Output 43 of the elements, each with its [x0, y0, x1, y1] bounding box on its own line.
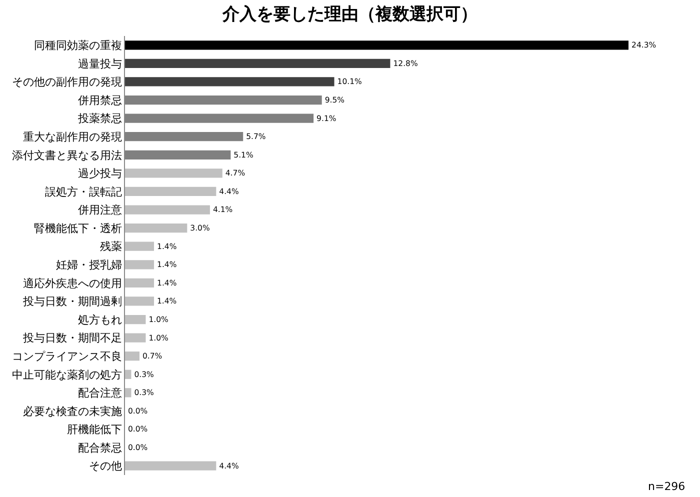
y-tick-label: 誤処方・誤転記: [44, 185, 122, 198]
bar: [125, 278, 154, 288]
y-tick-label: コンプライアンス不良: [12, 350, 122, 363]
y-tick-label: 適応外疾患への使用: [22, 276, 122, 290]
y-tick-label: 併用禁忌: [78, 94, 122, 107]
y-tick-label: 必要な検査の未実施: [22, 404, 122, 418]
y-tick-label: 併用注意: [78, 204, 122, 217]
bar: [125, 333, 146, 342]
bar: [125, 205, 210, 214]
y-tick-label: 同種同効薬の重複: [34, 39, 122, 52]
y-tick-label: 配合注意: [78, 386, 122, 400]
y-tick-label: その他: [88, 460, 122, 473]
y-tick-label: 投与日数・期間過剰: [22, 295, 122, 308]
y-tick-label: 腎機能低下・透析: [34, 222, 122, 235]
y-tick-label: 肝機能低下: [66, 423, 122, 436]
chart-title: 介入を要した理由（複数選択可）: [222, 4, 478, 24]
bar: [125, 168, 222, 178]
bar: [125, 40, 628, 50]
bar: [125, 242, 154, 251]
text: n=296: [648, 480, 686, 493]
y-tick-label: 投薬禁忌: [76, 112, 122, 126]
y-tick-label: 過量投与: [78, 57, 122, 70]
bar: [125, 314, 146, 324]
bar: [125, 223, 188, 233]
bar: [125, 461, 216, 470]
y-tick-label: 処方もれ: [78, 313, 122, 326]
bar: [125, 388, 132, 398]
y-tick-label: 過少投与: [78, 167, 122, 180]
bar: [125, 77, 334, 86]
y-tick-label: その他の副作用の発現: [12, 76, 122, 89]
bar: [125, 58, 390, 68]
bar: [125, 186, 216, 196]
y-tick-label: 妊婦・授乳婦: [56, 258, 122, 272]
y-tick-label: 中止可能な薬剤の処方: [12, 368, 122, 382]
y-tick-label: 配合禁忌: [78, 441, 122, 454]
y-tick-label: 投与日数・期間不足: [22, 332, 122, 345]
bar: [125, 352, 140, 361]
y-tick-label: 重大な副作用の発現: [22, 130, 122, 144]
bar: [125, 260, 154, 270]
bar: [125, 370, 132, 379]
bar: [125, 296, 154, 306]
y-tick-label: 残薬: [100, 240, 122, 254]
y-tick-label: 添付文書と異なる用法: [12, 148, 122, 162]
